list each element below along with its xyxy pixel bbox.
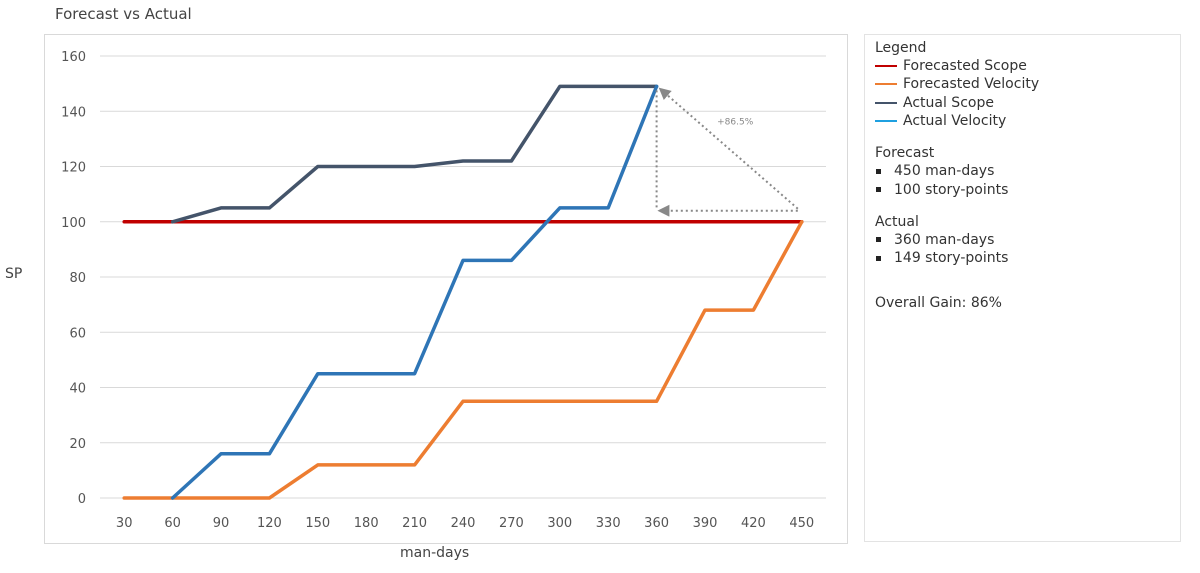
plot-area: 0 20 40 60 80 100 120 140 160 30 60 90 120 150 180 210 2…	[44, 34, 848, 544]
x-tick-label: 390	[693, 516, 718, 531]
actual-item: 360 man-days	[875, 231, 1170, 249]
y-tick-label: 40	[69, 382, 86, 397]
y-tick-label: 60	[69, 326, 86, 341]
line-chart: 0 20 40 60 80 100 120 140 160 30 60 90 120 150 180 210 2…	[61, 50, 826, 531]
y-tick-label: 0	[78, 492, 86, 507]
bullet-icon	[876, 168, 881, 174]
overall-gain: Overall Gain: 86%	[875, 295, 1002, 312]
x-tick-label: 60	[164, 516, 181, 531]
y-tick-label: 160	[61, 50, 86, 65]
forecast-item: 450 man-days	[875, 162, 1170, 180]
x-tick-label: 30	[116, 516, 133, 531]
actual-title: Actual	[875, 213, 919, 230]
legend-entry-label: Actual Velocity	[903, 113, 1007, 130]
legend-entry-label: Actual Scope	[903, 94, 994, 111]
legend-swatch-icon	[875, 65, 897, 68]
annotation-diagonal	[658, 87, 799, 210]
series-line	[122, 220, 804, 500]
legend-entry-label: Forecasted Scope	[903, 58, 1027, 75]
bullet-icon	[876, 237, 881, 243]
legend-items: Forecasted Scope Forecasted Velocity Actua…	[875, 57, 1170, 130]
actual-item-label: 149 story-points	[894, 250, 1009, 267]
x-tick-label: 450	[789, 516, 814, 531]
x-tick-label: 240	[451, 516, 476, 531]
x-tick-label: 90	[213, 516, 230, 531]
x-tick-label: 270	[499, 516, 524, 531]
legend-panel: Legend Forecasted Scope Forecasted Veloci…	[864, 34, 1181, 542]
series-line	[170, 84, 659, 500]
x-tick-label: 300	[547, 516, 572, 531]
y-tick-label: 140	[61, 105, 86, 120]
forecast-title: Forecast	[875, 145, 935, 162]
legend-entry: Forecasted Velocity	[875, 75, 1170, 93]
y-tick-label: 120	[61, 161, 86, 176]
legend-swatch-icon	[875, 101, 897, 104]
y-axis-label: SP	[5, 266, 23, 282]
legend-entry: Actual Velocity	[875, 112, 1170, 130]
bullet-icon	[876, 255, 881, 261]
legend-swatch-icon	[875, 120, 897, 123]
forecast-item-label: 450 man-days	[894, 163, 995, 180]
x-tick-label: 120	[257, 516, 282, 531]
y-tick-label: 100	[61, 216, 86, 231]
legend-entry: Forecasted Scope	[875, 57, 1170, 75]
forecast-item-label: 100 story-points	[894, 181, 1009, 198]
x-tick-label: 360	[644, 516, 669, 531]
legend-entry-label: Forecasted Velocity	[903, 76, 1040, 93]
y-tick-label: 20	[69, 437, 86, 452]
x-tick-label: 180	[354, 516, 379, 531]
bullet-icon	[876, 187, 881, 193]
legend-title: Legend	[875, 40, 927, 56]
x-tick-label: 150	[305, 516, 330, 531]
chart-title: Forecast vs Actual	[55, 5, 192, 23]
legend-entry: Actual Scope	[875, 94, 1170, 112]
actual-item: 149 story-points	[875, 249, 1170, 267]
y-tick-label: 80	[69, 271, 86, 286]
annotation-label: +86.5%	[717, 118, 754, 128]
x-tick-label: 210	[402, 516, 427, 531]
actual-item-label: 360 man-days	[894, 231, 995, 248]
forecast-item: 100 story-points	[875, 180, 1170, 198]
legend-swatch-icon	[875, 83, 897, 86]
series-line	[170, 84, 659, 224]
x-tick-label: 420	[741, 516, 766, 531]
x-tick-label: 330	[596, 516, 621, 531]
x-axis-label: man-days	[400, 545, 470, 561]
